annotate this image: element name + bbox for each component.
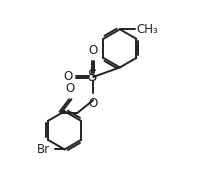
Text: O: O: [63, 70, 72, 83]
Text: O: O: [89, 44, 98, 57]
Text: O: O: [89, 97, 98, 110]
Text: Br: Br: [37, 143, 50, 156]
Text: CH₃: CH₃: [137, 23, 158, 36]
Text: S: S: [88, 70, 98, 84]
Text: O: O: [66, 83, 75, 95]
